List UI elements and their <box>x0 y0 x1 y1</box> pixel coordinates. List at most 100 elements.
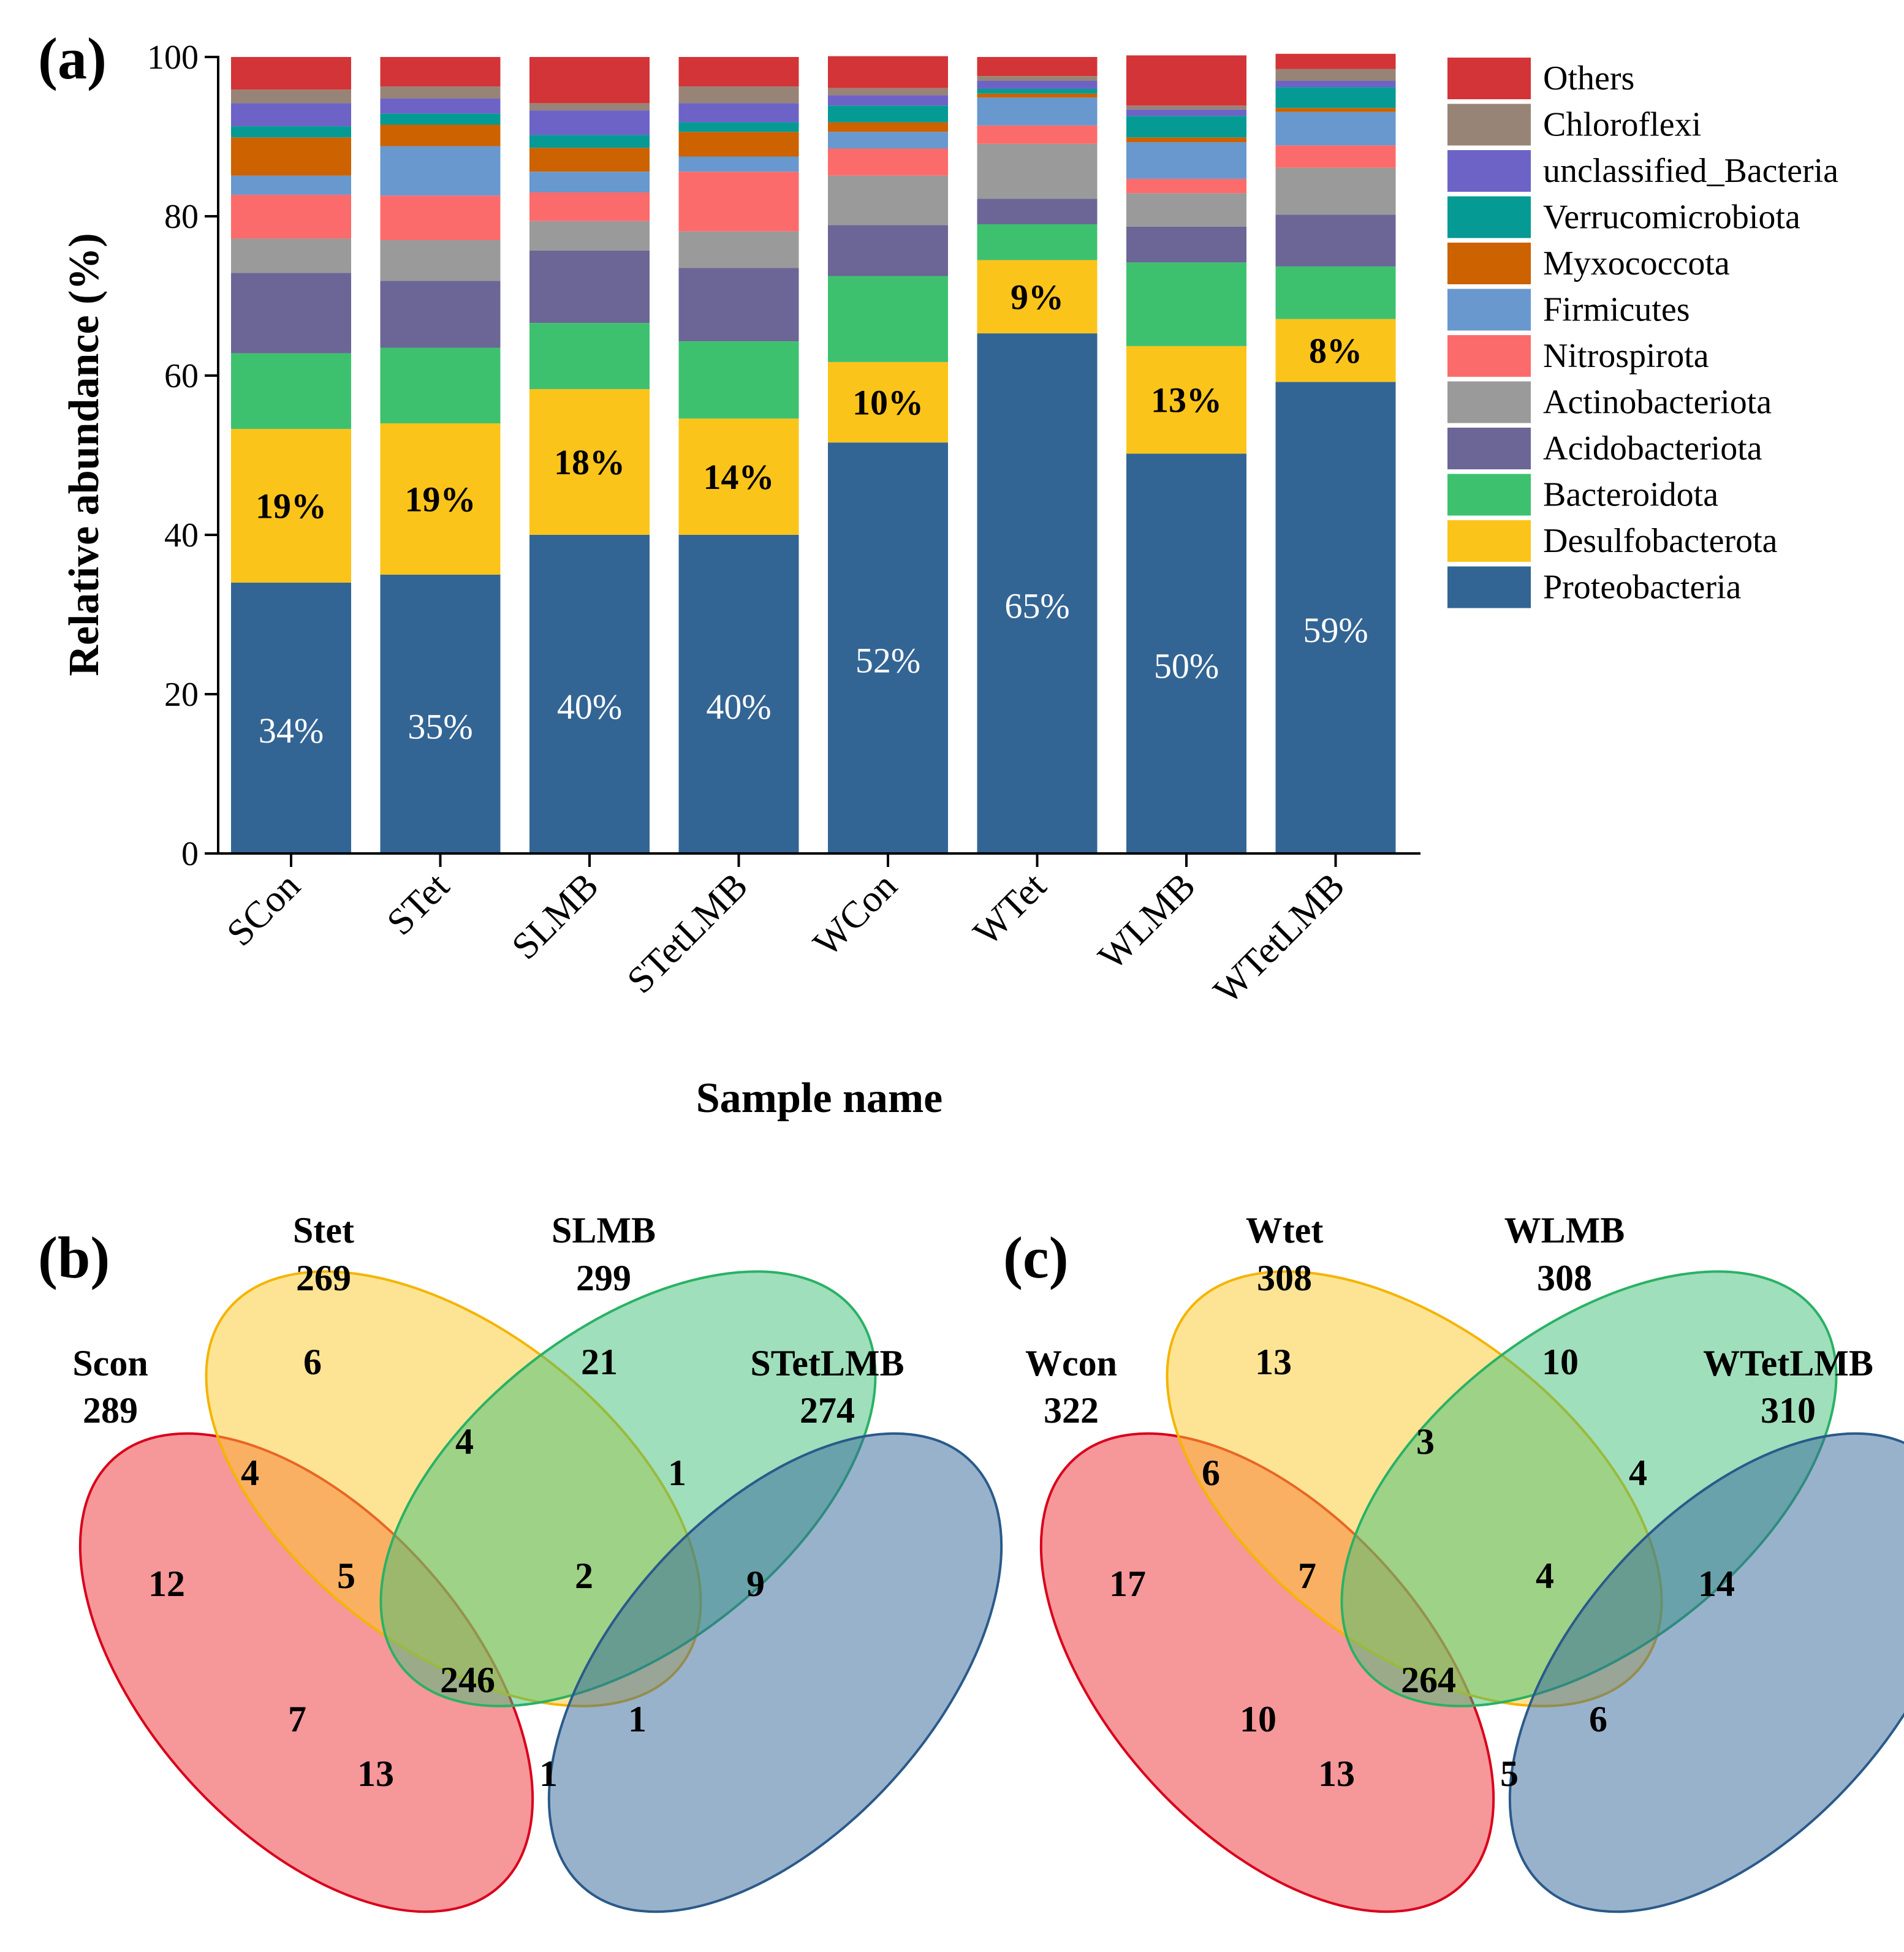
legend-label: unclassified_Bacteria <box>1543 152 1838 190</box>
bar-segment-desulfobacterota <box>977 260 1098 334</box>
bar-segment-myxococcota <box>678 132 799 157</box>
bar-segment-verrucomicrobiota <box>828 105 948 123</box>
panel-a-stacked-bar-chart: (a) 34% 19% 35% 19% 40% 18% 40% 14% 52% 10% 65% 9% 5… <box>38 26 1838 1122</box>
bar-segment-nitrospirota <box>529 192 650 221</box>
bar-segment-proteobacteria <box>828 442 948 853</box>
legend-swatch <box>1447 104 1531 146</box>
legend-label: Verrucomicrobiota <box>1543 199 1800 236</box>
legend-label: Proteobacteria <box>1543 569 1742 607</box>
bar-segment-actinobacteriota <box>231 238 351 273</box>
bar-segment-proteobacteria <box>380 575 501 853</box>
region-count-abd: 1 <box>539 1753 558 1794</box>
set-total: 322 <box>1044 1390 1099 1431</box>
legend-item: Acidobacteriota <box>1447 428 1762 469</box>
region-count-d: 9 <box>746 1564 765 1604</box>
legend-item: unclassified_Bacteria <box>1447 150 1838 192</box>
bar-segment-chloroflexi <box>678 86 799 104</box>
bar-segment-unclassified-bacteria <box>828 95 948 106</box>
bar-stack-stet <box>380 57 501 853</box>
bar-segment-nitrospirota <box>1275 145 1396 168</box>
bar-segment-nitrospirota <box>231 194 351 239</box>
bar-value-labels: 34% 19% 35% 19% 40% 18% 40% 14% 52% 10% 65% 9% 50% 13… <box>256 277 1368 751</box>
legend-item: Bacteroidota <box>1447 474 1718 516</box>
bar-value-label: 8% <box>1309 331 1362 371</box>
bar-value-label: 65% <box>1004 586 1069 626</box>
bar-segment-bacteroidota <box>529 323 650 390</box>
bar-segment-firmicutes <box>380 146 501 196</box>
bar-value-label: 18% <box>554 442 625 482</box>
set-name: Scon <box>72 1343 148 1383</box>
set-total: 299 <box>576 1258 631 1298</box>
bar-segment-desulfobacterota <box>1126 346 1246 454</box>
bar-segment-unclassified-bacteria <box>231 103 351 127</box>
bar-stack-slmb <box>529 57 650 853</box>
x-tick-label: SLMB <box>504 865 606 967</box>
x-tick-label: WTetLMB <box>1206 865 1353 1012</box>
bar-segment-desulfobacterota <box>231 429 351 583</box>
bar-segment-verrucomicrobiota <box>678 122 799 132</box>
bar-stack-wtetlmb <box>1275 53 1396 853</box>
bar-segment-others <box>380 57 501 87</box>
set-total: 269 <box>296 1258 351 1298</box>
x-tick-label: SCon <box>219 865 308 955</box>
bar-segment-acidobacteriota <box>1126 226 1246 263</box>
legend: Others Chloroflexi unclassified_Bacteria Ve… <box>1447 58 1838 608</box>
bar-segment-actinobacteriota <box>977 143 1098 199</box>
set-total: 308 <box>1257 1258 1312 1298</box>
bar-segment-others <box>529 57 650 104</box>
bar-value-label: 14% <box>704 457 775 497</box>
bar-segment-actinobacteriota <box>380 240 501 281</box>
bar-value-label: 34% <box>259 711 324 751</box>
bar-segment-others <box>231 57 351 90</box>
bar-segment-verrucomicrobiota <box>1126 116 1246 138</box>
region-count-cd: 4 <box>1629 1453 1647 1493</box>
legend-item: Actinobacteriota <box>1447 381 1772 423</box>
region-count-bcd: 2 <box>575 1556 593 1596</box>
bar-segment-acidobacteriota <box>380 281 501 348</box>
bar-segment-myxococcota <box>1126 137 1246 143</box>
bar-segment-firmicutes <box>1275 112 1396 146</box>
bar-value-label: 35% <box>408 707 472 747</box>
x-ticks: SCon STet SLMB STetLMB WCon WTet WLMB WTetLMB <box>219 853 1352 1012</box>
bar-segment-myxococcota <box>231 137 351 176</box>
bar-segment-myxococcota <box>1275 108 1396 112</box>
legend-item: Verrucomicrobiota <box>1447 196 1800 238</box>
bar-value-label: 19% <box>256 486 327 526</box>
bar-segment-proteobacteria <box>1126 453 1246 853</box>
legend-item: Proteobacteria <box>1447 566 1742 608</box>
legend-item: Chloroflexi <box>1447 104 1701 146</box>
bar-segment-others <box>828 56 948 88</box>
bar-segment-bacteroidota <box>1126 262 1246 346</box>
legend-item: Firmicutes <box>1447 289 1690 331</box>
legend-label: Acidobacteriota <box>1543 429 1762 467</box>
set-name: STetLMB <box>750 1343 904 1383</box>
set-name: Wcon <box>1025 1343 1117 1383</box>
bar-value-label: 50% <box>1154 646 1219 686</box>
axes <box>217 56 1420 855</box>
bar-segment-chloroflexi <box>231 89 351 104</box>
region-count-ab: 4 <box>241 1453 259 1493</box>
y-tick-label: 0 <box>181 835 199 873</box>
bar-stack-scon <box>231 57 351 853</box>
bar-segment-firmicutes <box>977 97 1098 126</box>
legend-swatch <box>1447 474 1531 516</box>
region-count-b: 6 <box>303 1342 322 1382</box>
legend-swatch <box>1447 243 1531 284</box>
set-label: Stet 269 <box>293 1210 354 1298</box>
bar-segment-desulfobacterota <box>380 423 501 575</box>
region-count-a: 17 <box>1109 1564 1146 1604</box>
bar-segment-bacteroidota <box>678 341 799 419</box>
bar-segment-acidobacteriota <box>678 268 799 342</box>
y-tick-label: 100 <box>147 39 199 77</box>
bar-segment-myxococcota <box>380 124 501 146</box>
bar-segment-proteobacteria <box>977 333 1098 853</box>
bar-segment-chloroflexi <box>828 88 948 96</box>
bar-segment-others <box>977 57 1098 77</box>
set-total: 310 <box>1761 1390 1816 1431</box>
bar-segment-proteobacteria <box>231 583 351 853</box>
bar-segment-desulfobacterota <box>529 389 650 535</box>
bar-stack-wlmb <box>1126 55 1246 853</box>
ellipse-set-4 <box>1508 1432 1904 1913</box>
bar-segment-firmicutes <box>828 132 948 149</box>
bar-segment-desulfobacterota <box>828 361 948 443</box>
